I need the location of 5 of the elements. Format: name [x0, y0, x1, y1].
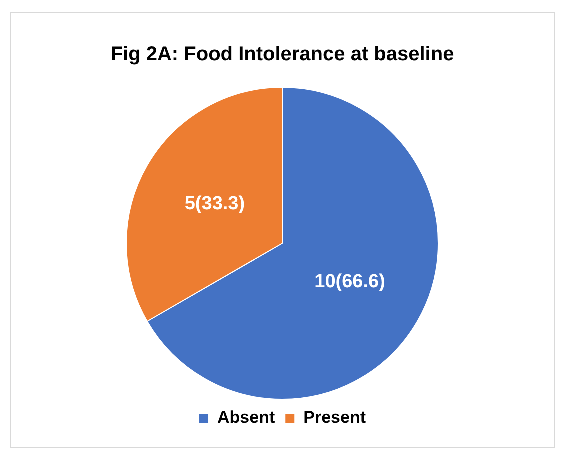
legend-label: Present [304, 408, 366, 428]
legend-label: Absent [218, 408, 276, 428]
data-label: 5(33.3) [184, 194, 246, 215]
data-label: 10(66.6) [314, 272, 386, 293]
chart-title: Fig 2A: Food Intolerance at baseline [110, 44, 454, 66]
